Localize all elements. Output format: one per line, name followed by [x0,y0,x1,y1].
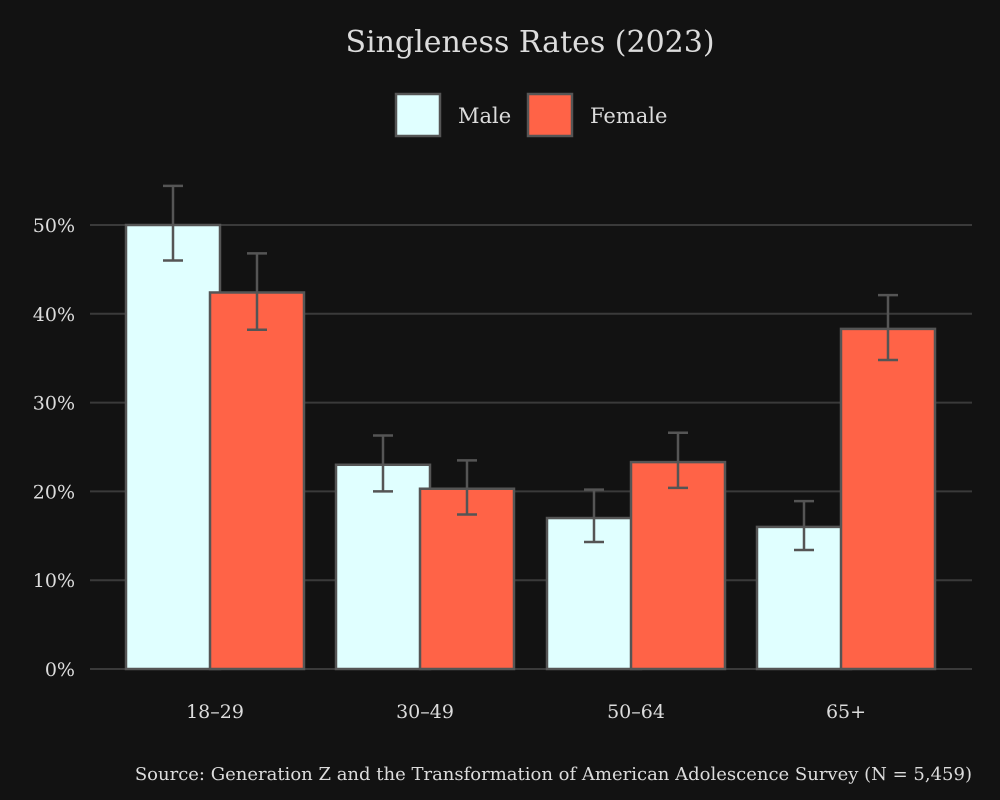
legend-swatch-male [394,92,442,138]
bar-male-1 [334,463,432,671]
bar-female-3 [839,327,937,671]
error-bar-female-0 [247,252,267,332]
error-bar-female-2 [668,431,688,490]
bar-female-1 [418,487,516,671]
legend-swatch-female [526,92,574,138]
bar-male-0 [124,223,222,671]
y-tick-label: 10% [33,570,75,592]
x-tick-label: 65+ [826,701,866,723]
bars [124,223,937,671]
y-tick-label: 50% [33,215,75,237]
error-bar-male-1 [373,434,393,493]
y-tick-label: 30% [33,393,75,415]
x-axis: 18–29 30–49 50–64 65+ [186,701,866,723]
x-tick-label: 18–29 [186,701,244,723]
legend: Male Female [394,92,667,138]
error-bar-male-3 [794,499,814,552]
x-tick-label: 50–64 [607,701,665,723]
legend-label-male: Male [458,104,511,128]
bar-female-2 [629,460,727,671]
error-bar-female-1 [457,459,477,516]
error-bar-male-2 [584,488,604,544]
y-tick-label: 40% [33,304,75,326]
y-tick-label: 20% [33,481,75,503]
x-tick-label: 30–49 [396,701,454,723]
error-bar-male-0 [163,184,183,262]
error-bar-female-3 [878,293,898,362]
chart-title: Singleness Rates (2023) [345,25,714,60]
legend-label-female: Female [590,104,667,128]
error-bars [163,184,898,552]
y-axis: 0% 10% 20% 30% 40% 50% [33,215,75,681]
source-note: Source: Generation Z and the Transformat… [135,764,972,785]
bar-female-0 [208,291,306,671]
y-tick-label: 0% [45,659,75,681]
